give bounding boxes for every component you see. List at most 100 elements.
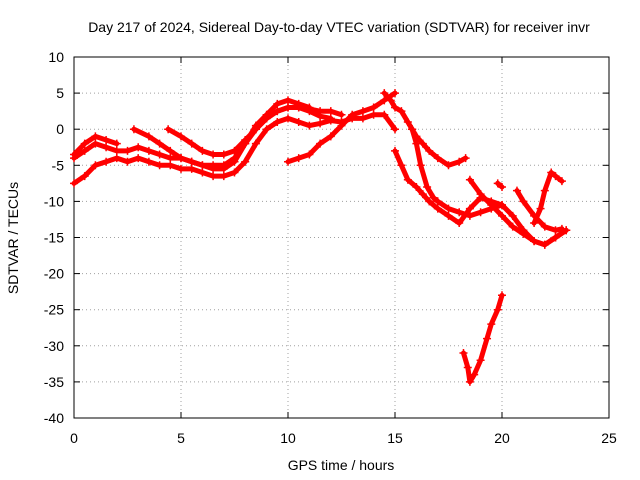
series-track <box>467 177 569 248</box>
series-track <box>531 170 565 226</box>
data-point-marker <box>391 125 399 134</box>
data-point-marker <box>155 139 164 148</box>
data-point-marker <box>369 110 378 119</box>
data-point-marker <box>177 154 185 163</box>
data-point-marker <box>391 89 399 98</box>
data-point-marker <box>498 182 506 191</box>
series-track-11 <box>493 179 506 191</box>
data-point-marker <box>187 164 196 173</box>
data-point-marker <box>177 132 185 141</box>
data-point-marker <box>358 107 367 116</box>
data-point-marker <box>305 104 314 113</box>
y-tick-label: -10 <box>44 193 64 209</box>
data-point-marker <box>465 211 474 220</box>
x-tick-label: 5 <box>177 430 185 446</box>
data-point-marker <box>508 222 517 231</box>
data-point-marker <box>551 233 560 242</box>
data-point-marker <box>476 356 485 365</box>
data-point-marker <box>487 201 496 210</box>
data-point-marker <box>403 175 412 184</box>
data-point-marker <box>166 161 175 170</box>
data-point-marker <box>519 197 528 206</box>
data-point-marker <box>508 211 517 220</box>
data-point-marker <box>294 154 303 163</box>
data-point-marker <box>316 139 325 148</box>
data-point-marker <box>209 172 218 181</box>
data-point-marker <box>444 204 453 213</box>
data-point-marker <box>102 157 111 166</box>
data-point-marker <box>198 161 207 170</box>
data-point-marker <box>476 190 485 199</box>
series-track-12 <box>512 186 566 235</box>
data-point-marker <box>337 110 346 119</box>
data-point-marker <box>337 121 346 130</box>
data-point-marker <box>498 211 506 220</box>
series-track-14 <box>459 291 506 386</box>
data-point-marker <box>326 132 335 141</box>
data-point-marker <box>123 146 132 155</box>
data-point-marker <box>530 219 539 228</box>
data-point-marker <box>144 132 153 141</box>
data-point-marker <box>230 168 239 177</box>
data-point-marker <box>241 136 250 145</box>
data-point-marker <box>476 208 485 217</box>
data-point-marker <box>455 157 464 166</box>
data-point-marker <box>391 103 399 112</box>
data-point-marker <box>305 121 314 130</box>
data-point-marker <box>493 179 502 188</box>
data-point-marker <box>348 110 357 119</box>
data-point-marker <box>187 157 196 166</box>
data-point-marker <box>380 110 389 119</box>
data-point-marker <box>123 157 132 166</box>
data-point-marker <box>403 117 412 126</box>
data-point-marker <box>134 154 143 163</box>
data-point-marker <box>144 146 153 155</box>
y-tick-label: 0 <box>56 121 64 137</box>
series-track-3 <box>70 132 121 159</box>
data-point-marker <box>251 139 260 148</box>
data-point-marker <box>230 154 239 163</box>
data-point-marker <box>455 208 464 217</box>
chart-title: Day 217 of 2024, Sidereal Day-to-day VTE… <box>88 19 590 35</box>
data-point-marker <box>155 161 164 170</box>
y-tick-label: -15 <box>44 230 64 246</box>
data-point-marker <box>112 139 121 148</box>
data-point-marker <box>155 150 164 159</box>
data-point-marker <box>166 154 175 163</box>
data-point-marker <box>219 150 228 159</box>
data-point-marker <box>230 146 239 155</box>
data-point-marker <box>326 114 335 123</box>
data-point-marker <box>444 161 453 170</box>
y-tick-label: -20 <box>44 266 64 282</box>
data-point-marker <box>187 139 196 148</box>
data-point-marker <box>391 146 399 155</box>
data-point-marker <box>80 139 89 148</box>
data-point-marker <box>386 96 395 105</box>
data-point-marker <box>326 107 335 116</box>
data-point-marker <box>540 240 549 249</box>
data-point-marker <box>557 224 566 233</box>
data-point-marker <box>284 96 292 105</box>
x-tick-label: 10 <box>280 430 296 446</box>
data-point-marker <box>412 182 421 191</box>
data-point-marker <box>408 125 417 134</box>
data-point-marker <box>284 103 292 112</box>
data-point-marker <box>429 193 438 202</box>
data-point-marker <box>198 146 207 155</box>
data-point-marker <box>316 119 325 128</box>
data-point-marker <box>465 204 474 213</box>
data-point-marker <box>134 143 143 152</box>
data-point-marker <box>397 107 406 116</box>
data-point-marker <box>465 377 474 386</box>
data-point-marker <box>80 146 89 155</box>
data-point-marker <box>262 114 271 123</box>
data-point-marker <box>91 139 100 148</box>
data-point-marker <box>551 226 560 235</box>
data-point-marker <box>547 168 556 177</box>
data-point-marker <box>444 211 453 220</box>
data-point-marker <box>459 349 468 358</box>
tick-layer: 0 5 10 15 20 25 -40 -35 -30 -25 -20 -15 -10 -5 0 5 10 <box>44 49 617 446</box>
series-track-6 <box>284 89 399 166</box>
